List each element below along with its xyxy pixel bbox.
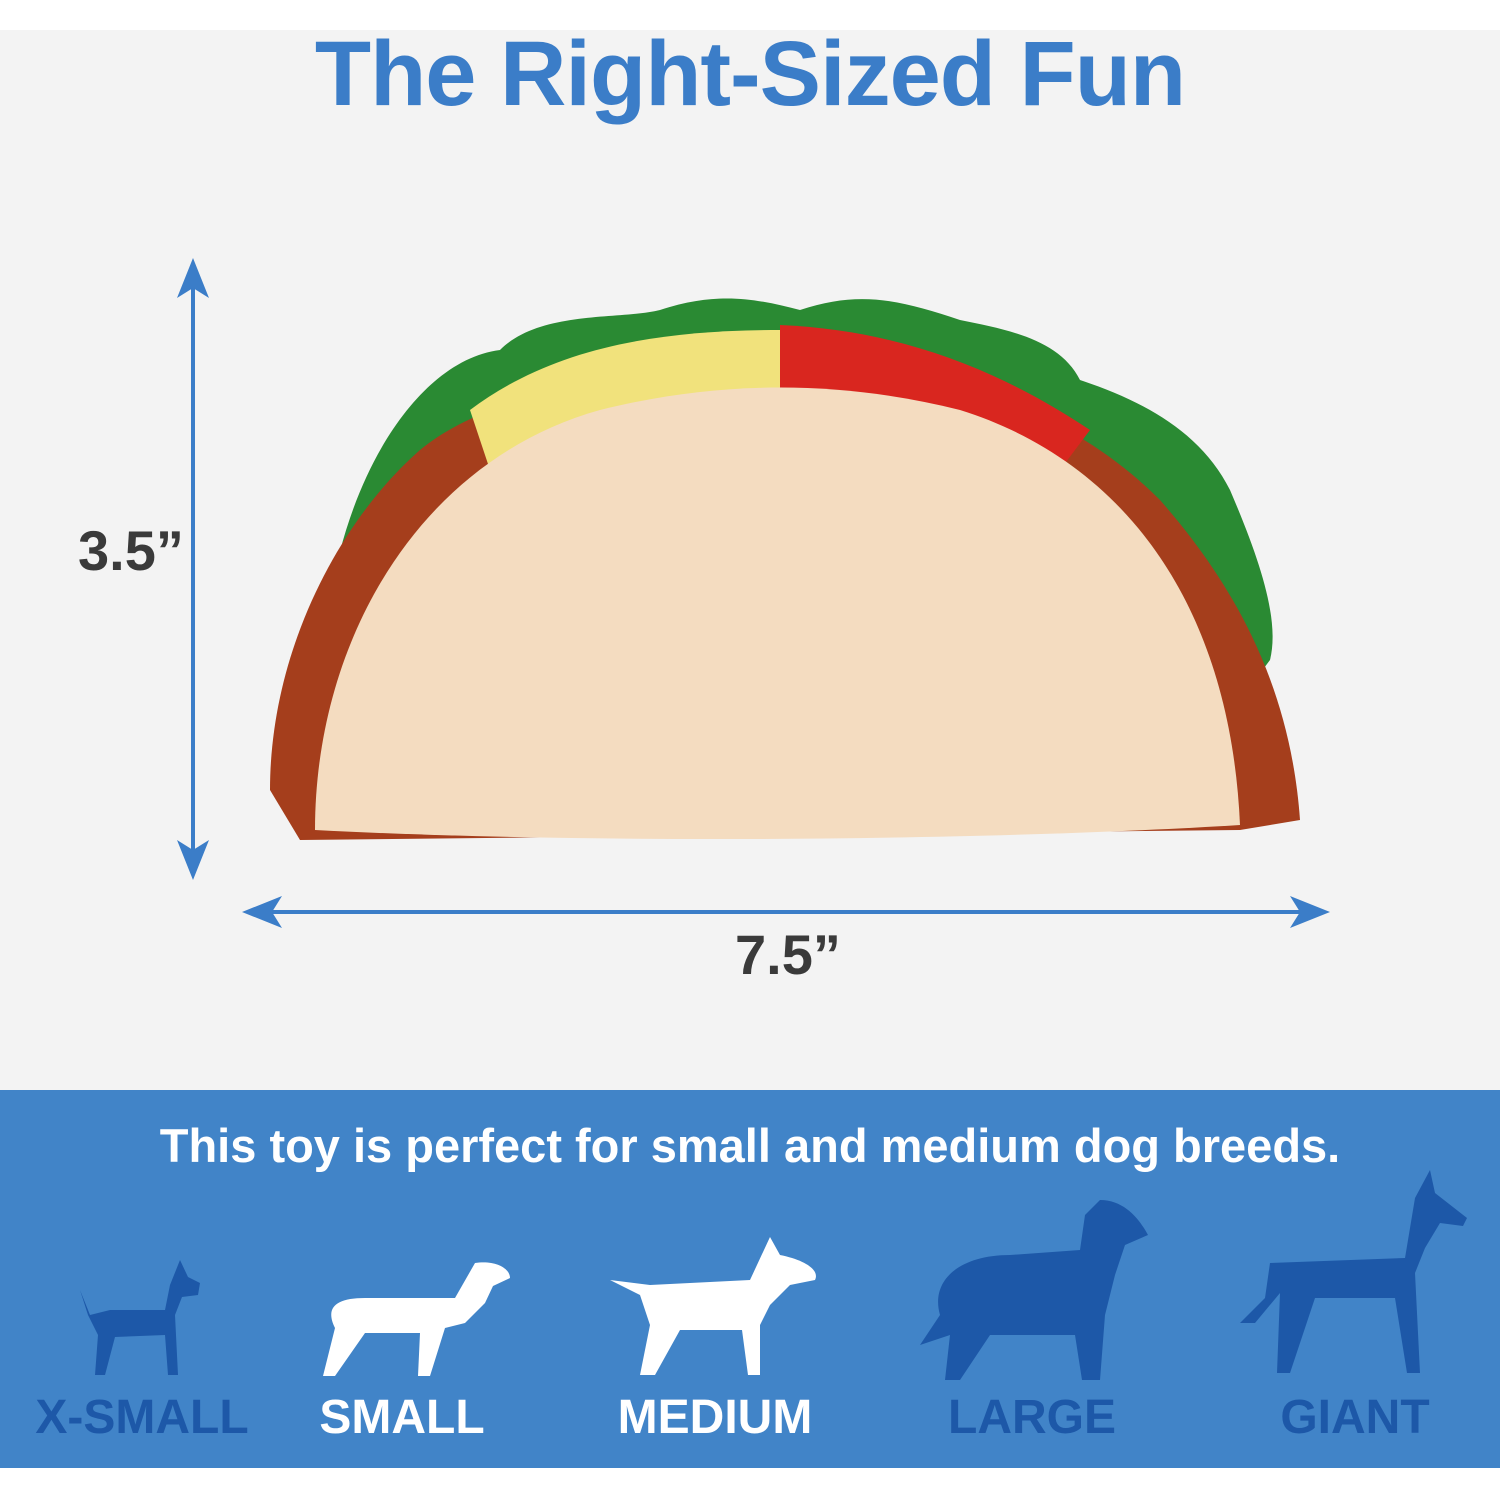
size-label-giant: GIANT [1280,1391,1430,1444]
size-guide-band: This toy is perfect for small and medium… [0,1090,1500,1468]
size-label-medium: MEDIUM [617,1391,813,1444]
width-arrow [242,896,1330,928]
x-small-dog-icon [80,1260,200,1375]
width-label: 7.5” [735,923,841,986]
page-title: The Right-Sized Fun [314,23,1186,125]
taco-toy-image [270,298,1300,840]
size-label-small: SMALL [319,1391,485,1444]
size-label-x-small: X-SMALL [35,1391,249,1444]
medium-dog-icon [610,1237,816,1375]
height-label: 3.5” [78,519,184,582]
size-label-large: LARGE [948,1391,1116,1444]
height-arrow [177,258,209,880]
giant-dog-icon [1240,1170,1467,1373]
size-tagline: This toy is perfect for small and medium… [159,1119,1341,1172]
small-dog-icon [323,1262,510,1376]
large-dog-icon [920,1200,1148,1380]
dimension-arrows [177,258,1330,928]
